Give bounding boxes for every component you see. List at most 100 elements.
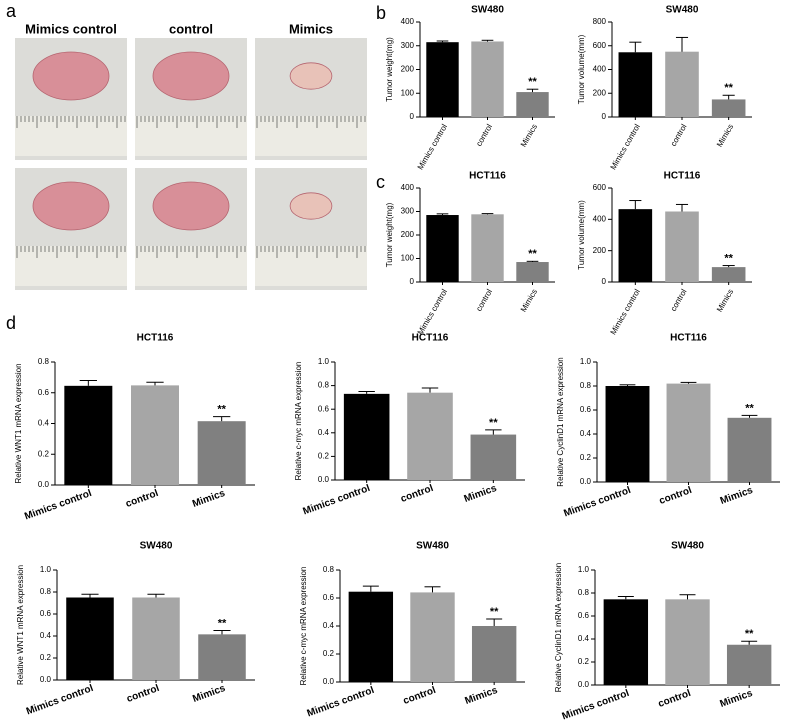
y-tick-label: 0.8 bbox=[40, 587, 52, 596]
y-tick-label: 0.0 bbox=[323, 677, 335, 686]
y-tick-label: 1.0 bbox=[578, 565, 590, 574]
bar bbox=[711, 267, 746, 282]
x-tick-label: control bbox=[669, 287, 689, 312]
y-tick-label: 400 bbox=[401, 183, 415, 192]
y-axis-label: Tumor weight(mg) bbox=[385, 37, 394, 102]
x-tick-label: control bbox=[474, 287, 494, 312]
chart: HCT116 Relative WNT1 mRNA expression 0.0 0.… bbox=[14, 333, 255, 523]
bar bbox=[665, 51, 699, 117]
y-tick-label: 100 bbox=[401, 88, 415, 97]
x-tick-label: Mimics bbox=[519, 288, 539, 314]
tumor bbox=[152, 51, 230, 101]
y-tick-label: 0.8 bbox=[318, 381, 330, 390]
y-tick-label: 0.0 bbox=[38, 480, 50, 489]
x-tick-label: Mimics control bbox=[23, 488, 93, 523]
y-tick-label: 1.0 bbox=[318, 357, 330, 366]
bar bbox=[348, 591, 394, 682]
x-tick-label: Mimics bbox=[463, 685, 499, 707]
significance-label: ** bbox=[528, 248, 537, 260]
chart: SW480 Relative c-myc mRNA expression 0.0 0.… bbox=[299, 541, 525, 719]
y-tick-label: 0.6 bbox=[578, 611, 590, 620]
x-tick-label: Mimics control bbox=[609, 287, 642, 336]
significance-label: ** bbox=[490, 606, 499, 618]
photo-column-label: control bbox=[169, 21, 213, 36]
x-tick-label: Mimics bbox=[718, 688, 754, 710]
y-tick-label: 0.0 bbox=[580, 477, 592, 486]
bar bbox=[618, 209, 653, 282]
ruler bbox=[255, 246, 367, 286]
significance-label: ** bbox=[217, 403, 226, 415]
y-tick-label: 0.0 bbox=[578, 680, 590, 689]
y-axis-label: Relative WNT1 mRNA expression bbox=[14, 363, 23, 483]
x-tick-label: control bbox=[669, 122, 689, 147]
chart-title: SW480 bbox=[140, 541, 173, 552]
y-tick-label: 0.8 bbox=[38, 357, 50, 366]
bar bbox=[64, 385, 113, 485]
x-tick-label: control bbox=[474, 122, 494, 147]
y-tick-label: 0.6 bbox=[318, 404, 330, 413]
y-axis-label: Tumor weight(mg) bbox=[385, 202, 394, 267]
chart: HCT116 Relative c-myc mRNA expression 0.0 0… bbox=[294, 333, 525, 518]
ruler bbox=[15, 116, 127, 156]
y-tick-label: 0.6 bbox=[40, 609, 52, 618]
y-tick-label: 0.6 bbox=[580, 405, 592, 414]
bar bbox=[197, 421, 246, 485]
y-tick-label: 400 bbox=[401, 17, 415, 26]
chart: HCT116 Relative CyclinD1 mRNA expression 0… bbox=[556, 333, 780, 519]
bar bbox=[727, 417, 772, 482]
x-tick-label: control bbox=[658, 485, 694, 507]
chart-title: SW480 bbox=[471, 5, 504, 16]
bar bbox=[726, 644, 772, 685]
chart-title: HCT116 bbox=[664, 171, 701, 182]
x-tick-label: Mimics control bbox=[302, 483, 372, 518]
bar bbox=[666, 383, 711, 482]
panel-label: a bbox=[6, 1, 17, 21]
y-tick-label: 0 bbox=[602, 112, 607, 121]
bar bbox=[343, 393, 390, 480]
y-tick-label: 300 bbox=[401, 41, 415, 50]
y-tick-label: 0.4 bbox=[40, 631, 52, 640]
y-tick-label: 0.4 bbox=[580, 429, 592, 438]
significance-label: ** bbox=[528, 76, 537, 88]
y-axis-label: Relative CyclinD1 mRNA expression bbox=[554, 563, 563, 692]
bar bbox=[605, 386, 650, 482]
y-tick-label: 0.2 bbox=[40, 653, 52, 662]
ruler bbox=[135, 246, 247, 286]
bar bbox=[66, 597, 114, 680]
y-tick-label: 1.0 bbox=[40, 565, 52, 574]
chart-title: HCT116 bbox=[412, 333, 449, 344]
y-tick-label: 200 bbox=[593, 246, 607, 255]
chart-title: HCT116 bbox=[670, 333, 707, 344]
x-tick-label: Mimics bbox=[719, 485, 755, 507]
y-axis-label: Relative WNT1 mRNA expression bbox=[16, 565, 25, 685]
tumor bbox=[289, 62, 333, 90]
bar bbox=[131, 385, 179, 485]
y-tick-label: 0.6 bbox=[323, 593, 335, 602]
y-tick-label: 0.0 bbox=[318, 475, 330, 484]
bar bbox=[516, 262, 549, 282]
bar bbox=[471, 41, 504, 117]
x-tick-label: control bbox=[657, 688, 693, 710]
y-tick-label: 0.4 bbox=[318, 428, 330, 437]
y-tick-label: 0.4 bbox=[323, 621, 335, 630]
y-tick-label: 0.8 bbox=[323, 565, 335, 574]
bar bbox=[470, 434, 517, 480]
chart-title: SW480 bbox=[666, 5, 699, 16]
significance-label: ** bbox=[724, 82, 733, 94]
y-tick-label: 0.4 bbox=[38, 419, 50, 428]
y-tick-label: 600 bbox=[593, 41, 607, 50]
photo-column-label: Mimics bbox=[289, 21, 333, 36]
chart: HCT116 Tumor weight(mg) 0 100 200 300 400 Mimic… bbox=[385, 171, 555, 336]
y-axis-label: Relative c-myc mRNA expression bbox=[299, 567, 308, 686]
bar bbox=[516, 92, 549, 117]
panel-label: d bbox=[6, 313, 16, 333]
tumor bbox=[289, 192, 333, 220]
chart: SW480 Relative CyclinD1 mRNA expression 0.… bbox=[554, 541, 780, 722]
tumor bbox=[32, 51, 110, 101]
x-tick-label: control bbox=[124, 488, 160, 510]
x-tick-label: Mimics bbox=[191, 488, 227, 510]
significance-label: ** bbox=[218, 617, 227, 629]
bar bbox=[426, 42, 459, 117]
x-tick-label: Mimics bbox=[191, 683, 227, 705]
